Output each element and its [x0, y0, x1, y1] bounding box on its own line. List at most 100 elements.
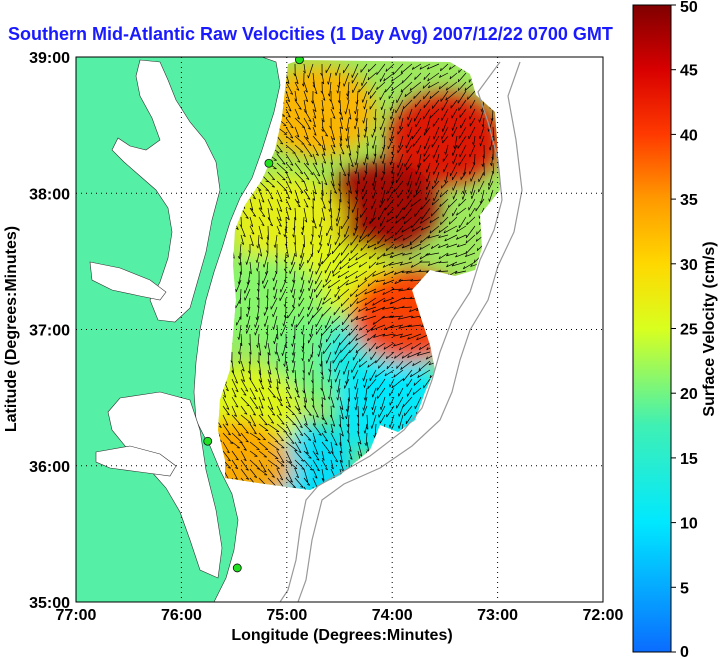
velocity-vector [267, 180, 276, 188]
velocity-vector [299, 261, 305, 271]
colorbar-tick-label: 15 [680, 451, 698, 468]
velocity-vector [325, 270, 332, 283]
velocity-vector [387, 207, 395, 216]
velocity-vector [285, 405, 296, 416]
velocity-vector [468, 198, 476, 211]
velocity-vector [325, 225, 332, 237]
velocity-vector [280, 279, 287, 293]
velocity-vector [256, 297, 260, 309]
velocity-vector [433, 126, 440, 140]
velocity-vector [240, 225, 246, 238]
velocity-vector [303, 450, 312, 459]
velocity-vector [287, 306, 296, 319]
velocity-vector [351, 198, 359, 213]
velocity-vector [270, 297, 278, 310]
velocity-vector [355, 315, 368, 321]
velocity-vector [393, 342, 404, 347]
velocity-vector [312, 441, 319, 455]
velocity-vector [451, 261, 467, 267]
velocity-vector [361, 180, 368, 193]
velocity-vector [434, 171, 440, 184]
velocity-vector [322, 279, 332, 288]
velocity-vector [363, 99, 368, 110]
velocity-vector [380, 99, 386, 111]
velocity-vector [346, 414, 350, 428]
velocity-vector [357, 441, 363, 457]
velocity-vector [240, 369, 245, 382]
colorbar-ticks: 0 5 10 15 20 25 30 35 40 45 50 [671, 0, 698, 659]
velocity-vector [319, 351, 323, 367]
velocity-vector [315, 261, 323, 275]
bathymetry-contour-outer [297, 61, 523, 602]
velocity-vector [276, 414, 285, 425]
velocity-vector [341, 324, 350, 333]
velocity-region [228, 174, 345, 267]
velocity-vector [330, 324, 341, 334]
grid-lines [76, 57, 603, 602]
velocity-vector [499, 171, 500, 187]
velocity-vector [346, 432, 350, 443]
velocity-vector [367, 72, 377, 81]
velocity-vector [276, 144, 283, 153]
velocity-vector [402, 207, 413, 220]
velocity-vector [265, 324, 269, 335]
velocity-vector [267, 468, 275, 478]
velocity-vector [294, 135, 305, 145]
velocity-vector [379, 216, 386, 227]
velocity-vector [362, 108, 368, 124]
velocity-vector [458, 153, 467, 166]
velocity-vector [309, 324, 314, 337]
velocity-vector [300, 270, 305, 281]
velocity-vector [299, 243, 305, 259]
velocity-vector [231, 414, 242, 426]
velocity-vector [368, 342, 377, 352]
velocity-vector [400, 360, 413, 370]
velocity-vector [421, 198, 431, 210]
velocity-vector [314, 270, 323, 285]
velocity-vector [254, 315, 260, 328]
velocity-vector [312, 108, 317, 119]
velocity-vector [294, 405, 302, 415]
velocity-vector [249, 423, 257, 435]
pamlico-sound [107, 391, 223, 579]
velocity-vector [321, 423, 327, 434]
velocity-vector [267, 405, 276, 416]
velocity-vector [267, 432, 279, 443]
velocity-vector [402, 252, 413, 256]
velocity-vector [258, 369, 263, 383]
velocity-vector [358, 261, 368, 268]
velocity-vector [472, 135, 476, 146]
velocity-vector [255, 252, 260, 263]
velocity-vector [425, 171, 431, 182]
velocity-vector [281, 342, 287, 356]
velocity-vector [355, 90, 359, 105]
velocity-vector [267, 198, 274, 211]
velocity-vector [413, 189, 422, 198]
velocity-vector [397, 144, 404, 154]
velocity-vector [375, 342, 386, 350]
velocity-vector [368, 252, 377, 260]
velocity-vector [294, 441, 302, 454]
velocity-vector [303, 387, 308, 403]
velocity-vector [441, 126, 449, 140]
velocity-vector [354, 99, 359, 115]
velocity-vector [321, 387, 326, 401]
velocity-vector [325, 333, 332, 343]
velocity-vector [404, 405, 413, 417]
velocity-vector [356, 423, 360, 434]
velocity-vector [364, 432, 368, 446]
velocity-vector [382, 162, 386, 175]
velocity-vector [459, 108, 467, 118]
velocity-vector [406, 171, 413, 187]
velocity-vector [321, 153, 327, 164]
velocity-vector [467, 90, 476, 100]
velocity-vector [456, 243, 467, 248]
velocity-vector [384, 369, 395, 377]
velocity-vector [361, 405, 368, 417]
velocity-vector [396, 90, 404, 103]
velocity-vector [420, 234, 431, 244]
velocity-vector [276, 153, 286, 165]
velocity-vector [414, 396, 422, 410]
velocity-vector [307, 297, 314, 311]
velocity-vector [235, 315, 242, 326]
